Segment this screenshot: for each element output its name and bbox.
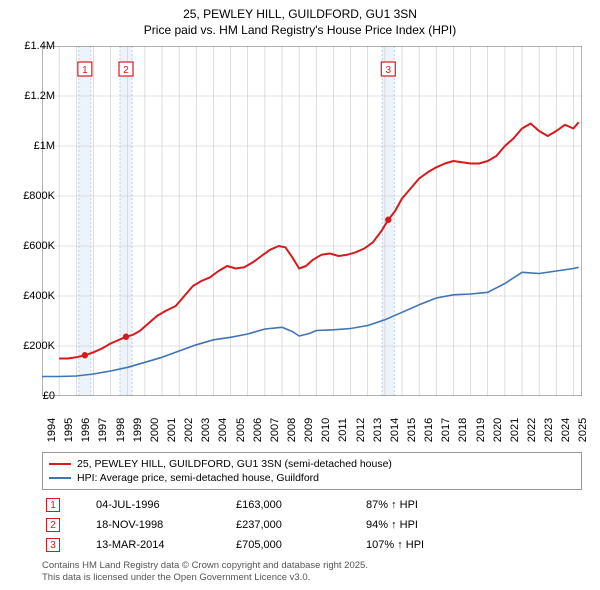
legend-label: HPI: Average price, semi-detached house,…	[77, 472, 319, 484]
x-tick-label: 2022	[526, 418, 538, 442]
sale-hpi: 94% ↑ HPI	[366, 519, 486, 531]
sale-marker: 1	[78, 62, 92, 76]
x-tick-label: 2000	[149, 418, 161, 442]
sale-row: 3 13-MAR-2014£705,000107% ↑ HPI	[42, 535, 582, 555]
sale-marker-badge: 3	[46, 538, 60, 552]
svg-text:3: 3	[386, 65, 392, 76]
footer-line-2: This data is licensed under the Open Gov…	[42, 572, 368, 584]
sale-marker: 3	[381, 62, 395, 76]
sale-row: 1 04-JUL-1996£163,00087% ↑ HPI	[42, 495, 582, 515]
sale-date: 18-NOV-1998	[96, 519, 236, 531]
x-tick-label: 2020	[492, 418, 504, 442]
legend-row: HPI: Average price, semi-detached house,…	[49, 471, 575, 485]
y-tick-label: £1M	[34, 140, 55, 152]
x-tick-label: 2017	[440, 418, 452, 442]
chart-svg: 1 2 3	[42, 46, 582, 396]
x-tick-label: 2012	[355, 418, 367, 442]
sale-point	[385, 217, 391, 223]
x-tick-label: 2005	[235, 418, 247, 442]
x-tick-label: 1995	[63, 418, 75, 442]
y-tick-label: £1.2M	[24, 90, 55, 102]
x-tick-label: 2016	[423, 418, 435, 442]
sale-band	[120, 46, 132, 396]
y-tick-label: £400K	[23, 290, 55, 302]
x-tick-label: 2003	[200, 418, 212, 442]
chart-title: 25, PEWLEY HILL, GUILDFORD, GU1 3SN Pric…	[0, 0, 600, 38]
x-tick-label: 1997	[97, 418, 109, 442]
footer-line-1: Contains HM Land Registry data © Crown c…	[42, 560, 368, 572]
y-tick-label: £800K	[23, 190, 55, 202]
sale-row: 2 18-NOV-1998£237,00094% ↑ HPI	[42, 515, 582, 535]
sale-hpi: 87% ↑ HPI	[366, 499, 486, 511]
x-tick-label: 1996	[80, 418, 92, 442]
x-tick-label: 2011	[337, 418, 349, 442]
title-line-1: 25, PEWLEY HILL, GUILDFORD, GU1 3SN	[0, 6, 600, 22]
x-tick-label: 2001	[166, 418, 178, 442]
x-tick-label: 2009	[303, 418, 315, 442]
legend-swatch	[49, 477, 71, 479]
footer: Contains HM Land Registry data © Crown c…	[42, 560, 368, 584]
x-tick-label: 2006	[252, 418, 264, 442]
x-tick-label: 2023	[543, 418, 555, 442]
legend-label: 25, PEWLEY HILL, GUILDFORD, GU1 3SN (sem…	[77, 458, 392, 470]
sale-band	[79, 46, 91, 396]
x-tick-label: 2019	[475, 418, 487, 442]
sale-point	[82, 352, 88, 358]
series-price_paid	[59, 122, 579, 358]
x-tick-label: 1999	[132, 418, 144, 442]
y-tick-label: £1.4M	[24, 40, 55, 52]
title-line-2: Price paid vs. HM Land Registry's House …	[0, 22, 600, 38]
chart-area: 1 2 3	[42, 46, 582, 396]
x-tick-label: 2024	[560, 418, 572, 442]
sale-price: £237,000	[236, 519, 366, 531]
x-tick-label: 2007	[269, 418, 281, 442]
svg-text:2: 2	[123, 65, 129, 76]
sale-point	[123, 334, 129, 340]
y-tick-label: £200K	[23, 340, 55, 352]
x-tick-label: 2021	[509, 418, 521, 442]
sale-marker-badge: 2	[46, 518, 60, 532]
y-tick-label: £0	[43, 390, 55, 402]
sale-hpi: 107% ↑ HPI	[366, 539, 486, 551]
legend-row: 25, PEWLEY HILL, GUILDFORD, GU1 3SN (sem…	[49, 457, 575, 471]
legend: 25, PEWLEY HILL, GUILDFORD, GU1 3SN (sem…	[42, 452, 582, 490]
x-tick-label: 2002	[183, 418, 195, 442]
x-tick-label: 2025	[577, 418, 589, 442]
x-tick-label: 2010	[320, 418, 332, 442]
y-tick-label: £600K	[23, 240, 55, 252]
x-tick-label: 2013	[372, 418, 384, 442]
sale-date: 04-JUL-1996	[96, 499, 236, 511]
sale-marker-badge: 1	[46, 498, 60, 512]
x-tick-label: 2015	[406, 418, 418, 442]
sale-date: 13-MAR-2014	[96, 539, 236, 551]
x-tick-label: 1994	[46, 418, 58, 442]
x-tick-label: 2008	[286, 418, 298, 442]
x-tick-label: 2018	[457, 418, 469, 442]
x-tick-label: 1998	[115, 418, 127, 442]
x-tick-label: 2014	[389, 418, 401, 442]
svg-text:1: 1	[82, 65, 88, 76]
sale-price: £705,000	[236, 539, 366, 551]
sale-price: £163,000	[236, 499, 366, 511]
x-tick-label: 2004	[217, 418, 229, 442]
sale-marker: 2	[119, 62, 133, 76]
legend-swatch	[49, 463, 71, 465]
sales-table: 1 04-JUL-1996£163,00087% ↑ HPI 2 18-NOV-199…	[42, 495, 582, 555]
